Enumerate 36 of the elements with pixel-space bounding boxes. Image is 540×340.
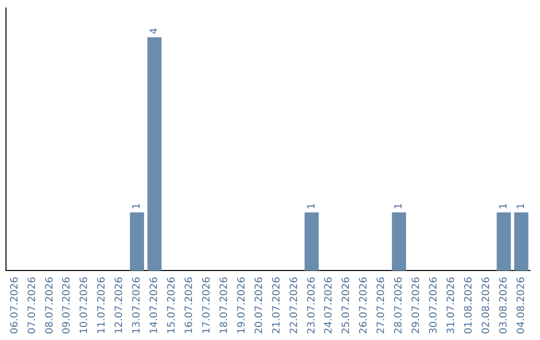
x-tick-label: 13.07.2026 (132, 276, 143, 334)
x-tick-label: 31.07.2026 (446, 276, 457, 334)
x-tick-label: 09.07.2026 (62, 276, 73, 334)
x-tick-label: 01.08.2026 (463, 276, 474, 334)
x-tick-label: 12.07.2026 (114, 276, 126, 334)
data-label: 1 (306, 202, 318, 210)
data-label: 1 (516, 202, 527, 210)
x-tick-label: 03.08.2026 (498, 276, 510, 334)
x-tick-label: 27.07.2026 (376, 276, 388, 334)
data-label: 1 (132, 202, 143, 210)
x-tick-label: 15.07.2026 (166, 276, 178, 334)
x-tick-label: 24.07.2026 (324, 276, 335, 334)
x-tick-label: 16.07.2026 (184, 276, 195, 334)
x-tick-label: 04.08.2026 (516, 276, 527, 334)
x-tick-label: 10.07.2026 (79, 276, 90, 334)
data-label: 1 (394, 202, 405, 210)
x-tick-label: 23.07.2026 (306, 276, 318, 334)
x-tick-label: 18.07.2026 (218, 276, 230, 334)
x-tick-label: 06.07.2026 (9, 276, 20, 334)
x-tick-label: 02.08.2026 (480, 276, 492, 334)
x-tick-label: 22.07.2026 (288, 276, 300, 334)
x-tick-label: 29.07.2026 (411, 276, 422, 334)
x-tick-label: 17.07.2026 (201, 276, 212, 334)
x-tick-label: 21.07.2026 (271, 276, 282, 334)
x-tick-label: 19.07.2026 (236, 276, 248, 334)
x-tick-label: 14.07.2026 (149, 276, 160, 334)
x-tick-label: 11.07.2026 (96, 276, 108, 334)
x-tick-label: 26.07.2026 (358, 276, 370, 334)
x-tick-label: 28.07.2026 (394, 276, 405, 334)
data-label: 1 (498, 202, 510, 210)
x-tick-label: 25.07.2026 (341, 276, 352, 334)
data-label: 4 (149, 28, 160, 34)
x-tick-label: 20.07.2026 (254, 276, 265, 334)
x-tick-label: 07.07.2026 (26, 276, 38, 334)
x-tick-label: 30.07.2026 (428, 276, 440, 334)
x-tick-label: 08.07.2026 (44, 276, 56, 334)
